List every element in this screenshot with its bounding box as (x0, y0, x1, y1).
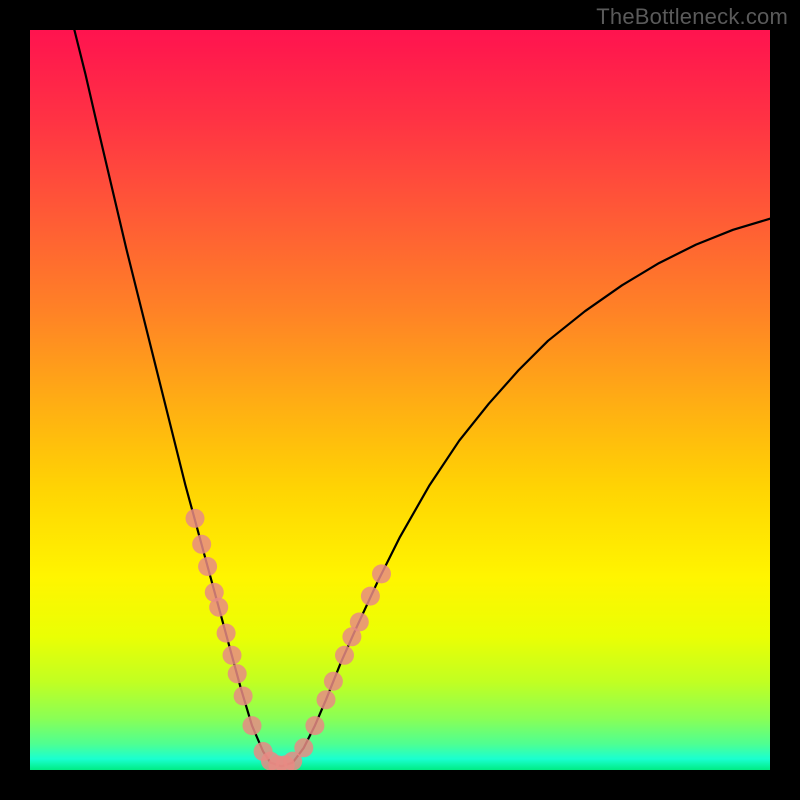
scatter-point (361, 587, 380, 606)
scatter-point (350, 613, 369, 632)
scatter-point (335, 646, 354, 665)
chart-overlay (30, 30, 770, 770)
watermark-text: TheBottleneck.com (596, 4, 788, 30)
scatter-point (186, 509, 205, 528)
scatter-point (294, 738, 313, 757)
scatter-point (228, 664, 247, 683)
scatter-points (186, 509, 391, 770)
scatter-point (223, 646, 242, 665)
scatter-point (372, 564, 391, 583)
scatter-point (198, 557, 217, 576)
bottleneck-curve (74, 30, 770, 766)
scatter-point (234, 687, 253, 706)
scatter-point (209, 598, 228, 617)
scatter-point (317, 690, 336, 709)
scatter-point (243, 716, 262, 735)
scatter-point (305, 716, 324, 735)
scatter-point (324, 672, 343, 691)
scatter-point (192, 535, 211, 554)
scatter-point (217, 624, 236, 643)
